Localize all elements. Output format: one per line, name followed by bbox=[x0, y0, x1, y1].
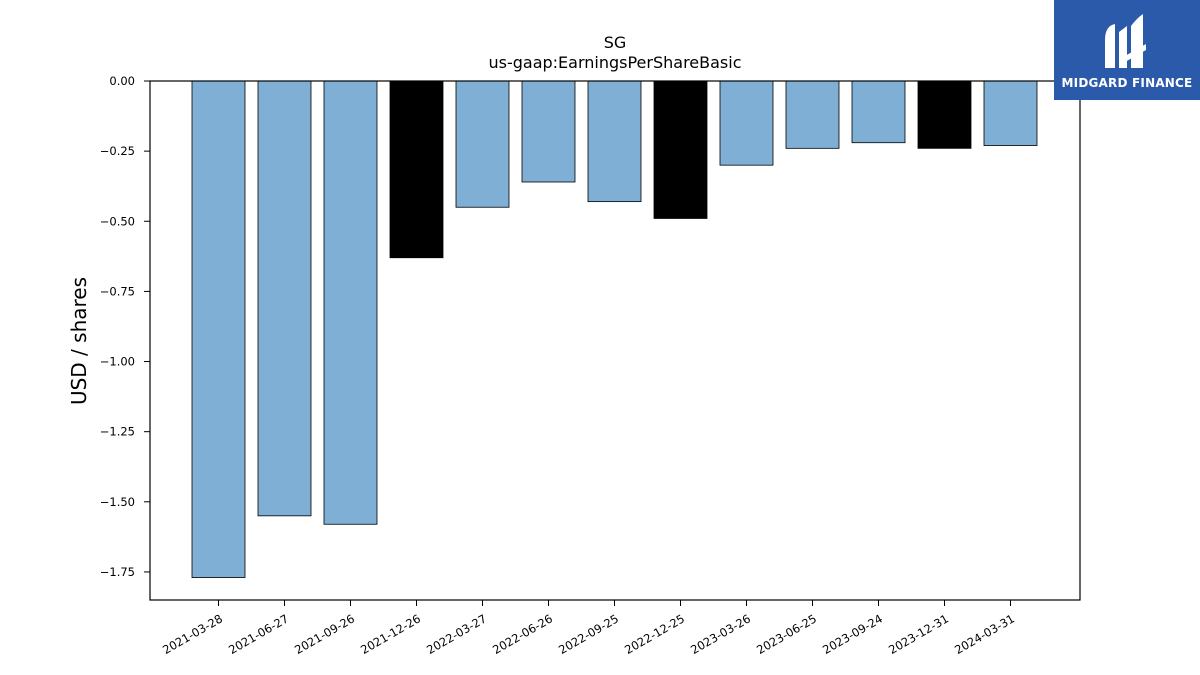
bar-2023-06-25 bbox=[785, 80, 840, 149]
x-tick-label: 2023-03-26 bbox=[688, 611, 753, 657]
y-tick-label: 0.00 bbox=[109, 74, 135, 88]
bar-2023-03-26 bbox=[719, 80, 774, 166]
midgard-logo-icon bbox=[1105, 14, 1146, 68]
bar-2021-03-28 bbox=[191, 80, 246, 578]
x-tick-label: 2021-06-27 bbox=[226, 611, 291, 657]
x-tick-label: 2023-09-24 bbox=[820, 611, 885, 657]
y-tick-label: −0.25 bbox=[100, 144, 135, 158]
x-tick-label: 2021-09-26 bbox=[292, 611, 357, 657]
plot-frame bbox=[149, 80, 1081, 601]
bar-2022-03-27 bbox=[455, 80, 510, 208]
chart-title: SG bbox=[604, 33, 627, 52]
bar-2021-09-26 bbox=[323, 80, 378, 525]
x-tick-label: 2022-09-25 bbox=[556, 611, 621, 657]
bar-2022-12-25 bbox=[653, 80, 708, 219]
bar-2021-06-27 bbox=[257, 80, 312, 517]
y-tick-label: −0.75 bbox=[100, 284, 135, 298]
x-tick-label: 2022-12-25 bbox=[622, 611, 687, 657]
bar-2022-09-25 bbox=[587, 80, 642, 203]
x-tick-label: 2021-03-28 bbox=[160, 611, 225, 657]
x-tick-label: 2022-03-27 bbox=[424, 611, 489, 657]
y-tick-label: −0.50 bbox=[100, 214, 135, 228]
y-tick-label: −1.25 bbox=[100, 425, 135, 439]
y-axis-label: USD / shares bbox=[67, 277, 91, 405]
y-tick-label: −1.50 bbox=[100, 495, 135, 509]
bar-2021-12-26 bbox=[389, 80, 444, 259]
y-tick-label: −1.00 bbox=[100, 355, 135, 369]
logo-text: MIDGARD FINANCE bbox=[1061, 76, 1193, 90]
chart-subtitle: us-gaap:EarningsPerShareBasic bbox=[488, 53, 741, 72]
x-tick-label: 2022-06-26 bbox=[490, 611, 555, 657]
x-tick-label: 2023-12-31 bbox=[886, 611, 951, 657]
bar-2023-09-24 bbox=[851, 80, 906, 144]
midgard-finance-logo: MIDGARD FINANCE bbox=[1054, 0, 1200, 100]
x-tick-label: 2024-03-31 bbox=[952, 611, 1017, 657]
x-tick-label: 2023-06-25 bbox=[754, 611, 819, 657]
x-tick-label: 2021-12-26 bbox=[358, 611, 423, 657]
bar-2023-12-31 bbox=[917, 80, 972, 149]
y-tick-label: −1.75 bbox=[100, 565, 135, 579]
bar-2022-06-26 bbox=[521, 80, 576, 183]
bar-2024-03-31 bbox=[983, 80, 1038, 146]
